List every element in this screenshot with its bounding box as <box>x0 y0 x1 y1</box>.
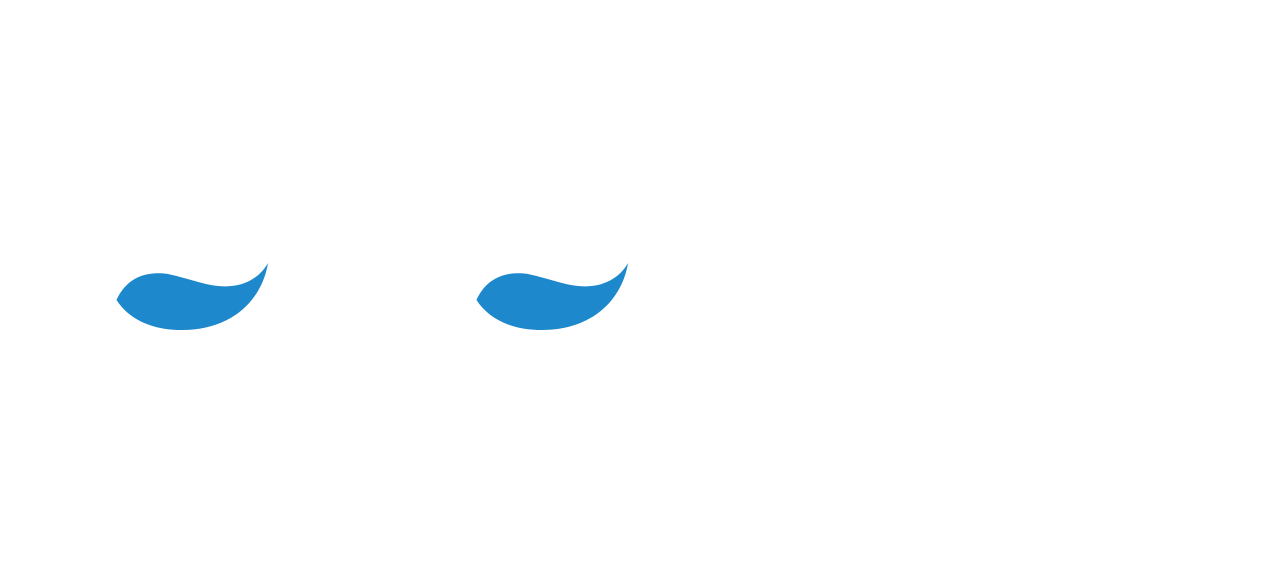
blue-swoosh-left <box>116 263 268 330</box>
blue-swoosh-right <box>476 263 628 330</box>
